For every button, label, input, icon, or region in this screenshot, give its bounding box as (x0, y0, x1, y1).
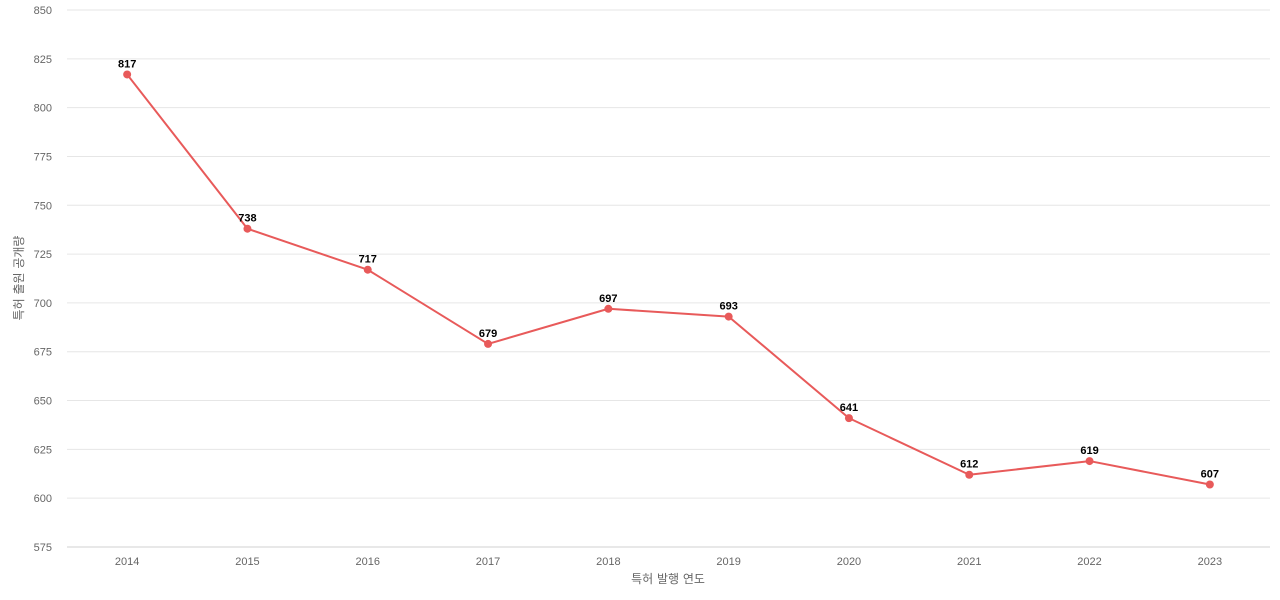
x-tick-label: 2019 (716, 556, 740, 568)
x-axis-ticks: 2014 2015 2016 2017 2018 2019 2020 2021 2022 2023 (115, 556, 1222, 568)
data-label: 679 (479, 328, 497, 340)
data-label: 607 (1201, 469, 1219, 481)
data-labels: 817 738 717 679 697 693 641 612 619 607 (118, 58, 1219, 480)
x-tick-label: 2017 (476, 556, 500, 568)
data-label: 717 (359, 254, 377, 266)
data-point[interactable] (724, 312, 733, 321)
x-tick-label: 2014 (115, 556, 139, 568)
x-tick-label: 2020 (837, 556, 861, 568)
y-tick-label: 700 (34, 298, 52, 310)
data-point[interactable] (123, 70, 132, 79)
data-label: 817 (118, 58, 136, 70)
data-point[interactable] (844, 414, 853, 423)
data-points (123, 70, 1214, 489)
data-point[interactable] (604, 304, 613, 313)
x-axis-title: 특허 발행 연도 (631, 571, 705, 586)
y-tick-label: 750 (34, 200, 52, 212)
y-tick-label: 775 (34, 151, 52, 163)
y-tick-label: 650 (34, 396, 52, 408)
x-tick-label: 2016 (356, 556, 380, 568)
y-axis-ticks: 575 600 625 650 675 700 725 750 775 800 825 850 (34, 5, 52, 554)
data-label: 697 (599, 293, 617, 305)
series-line-group (126, 73, 1211, 486)
data-label: 738 (238, 213, 256, 225)
x-tick-label: 2018 (596, 556, 620, 568)
data-point[interactable] (965, 470, 974, 479)
y-tick-label: 625 (34, 444, 52, 456)
y-tick-label: 850 (34, 5, 52, 17)
y-tick-label: 600 (34, 493, 52, 505)
data-point[interactable] (363, 265, 372, 274)
y-tick-label: 800 (34, 103, 52, 115)
y-tick-label: 825 (34, 54, 52, 66)
data-point[interactable] (243, 224, 252, 233)
y-tick-label: 725 (34, 249, 52, 261)
data-point[interactable] (1085, 457, 1094, 466)
data-label: 612 (960, 459, 978, 471)
x-tick-label: 2022 (1077, 556, 1101, 568)
data-point[interactable] (484, 339, 493, 348)
y-tick-label: 575 (34, 542, 52, 554)
data-label: 693 (719, 301, 737, 313)
data-point[interactable] (1205, 480, 1214, 489)
y-axis-title: 특허 출원 공개량 (12, 236, 26, 321)
data-label: 619 (1080, 445, 1098, 457)
x-tick-label: 2021 (957, 556, 981, 568)
y-tick-label: 675 (34, 347, 52, 359)
series-line (126, 73, 1211, 486)
data-label: 641 (840, 402, 858, 414)
x-tick-label: 2015 (235, 556, 259, 568)
grid-lines (67, 9, 1270, 548)
x-tick-label: 2023 (1198, 556, 1222, 568)
